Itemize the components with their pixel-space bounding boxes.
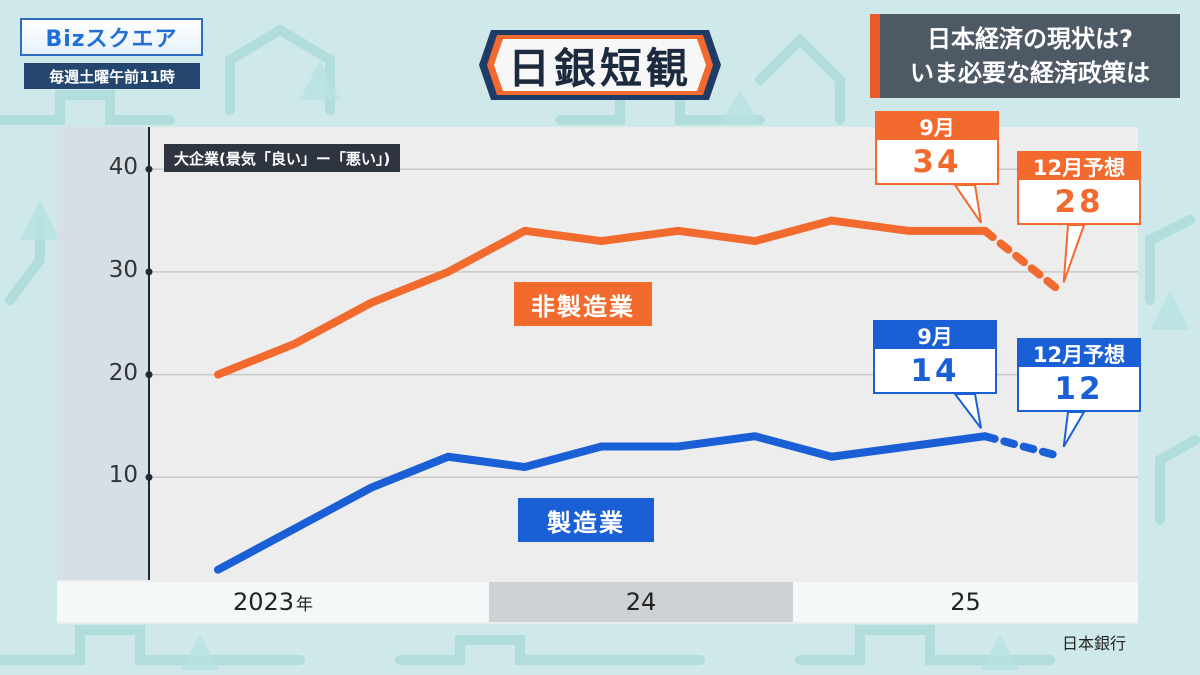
callout-value: 12: [1019, 367, 1139, 410]
x-band-2024: 24: [489, 582, 793, 622]
callout-non-manufacturing-latest: 9月 34: [875, 111, 999, 185]
program-logo: Bizスクエア: [20, 18, 203, 56]
callout-value: 34: [877, 140, 997, 183]
forecast-line-manufacturing: [981, 432, 1066, 461]
topic-line-2: いま必要な経済政策は: [910, 59, 1150, 87]
callout-pointer: [1062, 411, 1086, 448]
y-tick-label: 10: [108, 462, 138, 489]
y-axis-band: [57, 127, 149, 580]
callout-value: 28: [1019, 180, 1139, 223]
y-tick: [145, 165, 153, 173]
callout-pointer: [1062, 224, 1086, 283]
x-band-2023: 2023 年: [57, 582, 489, 622]
callout-label: 9月: [877, 113, 997, 140]
program-schedule: 毎週土曜午前11時: [24, 63, 200, 89]
callout-manufacturing-forecast: 12月予想 12: [1017, 338, 1141, 412]
x-label-2024: 24: [625, 588, 657, 616]
callout-label: 9月: [875, 322, 995, 349]
y-tick-label: 30: [108, 256, 138, 283]
y-tick: [145, 371, 153, 379]
title-plate: [479, 30, 721, 100]
callout-manufacturing-latest: 9月 14: [873, 320, 997, 394]
topic-line-1: 日本経済の現状は?: [927, 25, 1133, 53]
x-band-2025: 25: [793, 582, 1138, 622]
callout-pointer: [952, 393, 982, 429]
callout-label: 12月予想: [1019, 340, 1139, 367]
y-tick-label: 40: [108, 154, 138, 181]
forecast-line-non_manufacturing: [981, 226, 1066, 297]
y-tick: [145, 473, 153, 481]
callout-pointer: [953, 184, 982, 224]
source-credit: 日本銀行: [1062, 634, 1127, 653]
callout-label: 12月予想: [1019, 153, 1139, 180]
x-label-2025: 25: [950, 588, 981, 616]
page-title: 日銀短観: [507, 43, 692, 93]
series-line-manufacturing: [214, 432, 989, 574]
series-label-non-manufacturing: 非製造業: [514, 282, 652, 326]
x-label-suffix: 年: [296, 594, 314, 615]
y-tick: [145, 268, 153, 276]
series-line-non_manufacturing: [214, 216, 989, 379]
series-label-manufacturing: 製造業: [518, 498, 654, 542]
callout-non-manufacturing-forecast: 12月予想 28: [1017, 151, 1141, 225]
topic-banner: 日本経済の現状は? いま必要な経済政策は: [870, 14, 1180, 98]
callout-value: 14: [875, 349, 995, 392]
program-logo-text: Bizスクエア: [45, 27, 178, 52]
x-label-2023: 2023: [232, 588, 295, 616]
y-tick-label: 20: [108, 359, 138, 386]
chart-subtitle: 大企業(景気「良い」ー「悪い」): [164, 144, 401, 172]
